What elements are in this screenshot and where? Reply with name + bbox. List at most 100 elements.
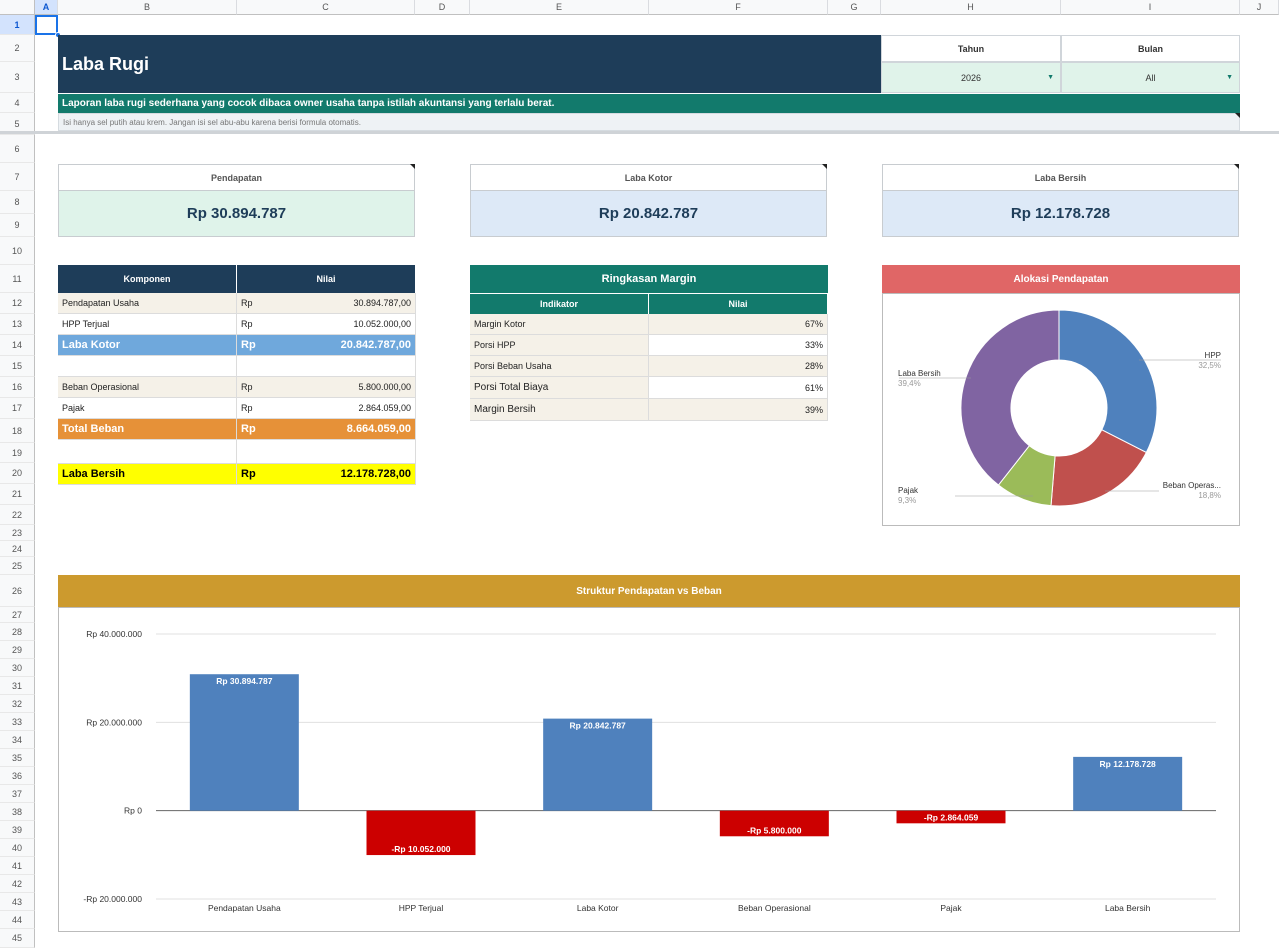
component-name[interactable]: HPP Terjual	[58, 314, 237, 335]
row-header[interactable]: 42	[0, 875, 35, 893]
row-header[interactable]: 27	[0, 607, 35, 623]
row-header[interactable]: 21	[0, 484, 35, 505]
row-header[interactable]: 36	[0, 767, 35, 785]
row-header[interactable]: 19	[0, 443, 35, 463]
kpi-pendapatan-value[interactable]: Rp 30.894.787	[58, 191, 415, 237]
freeze-divider[interactable]	[0, 131, 1279, 134]
bar-chart-panel[interactable]: Rp 40.000.000 Rp 20.000.000 Rp 0 -Rp 20.000…	[58, 607, 1240, 932]
comment-marker-icon[interactable]	[1234, 164, 1239, 169]
column-header[interactable]: B	[58, 0, 237, 15]
row-header[interactable]: 3	[0, 62, 35, 93]
row-header[interactable]: 40	[0, 839, 35, 857]
row-header[interactable]: 17	[0, 398, 35, 419]
component-name[interactable]: Laba Bersih	[58, 464, 237, 485]
margin-value[interactable]: 28%	[649, 356, 828, 377]
margin-value[interactable]: 67%	[649, 314, 828, 335]
component-value-cell[interactable]	[237, 356, 416, 377]
kpi-laba-bersih-value[interactable]: Rp 12.178.728	[882, 191, 1239, 237]
component-name[interactable]	[58, 356, 237, 377]
kpi-laba-kotor-value[interactable]: Rp 20.842.787	[470, 191, 827, 237]
bar-chart[interactable]: Rp 40.000.000 Rp 20.000.000 Rp 0 -Rp 20.000…	[59, 608, 1239, 931]
column-header[interactable]: F	[649, 0, 828, 15]
row-header[interactable]: 38	[0, 803, 35, 821]
row-header[interactable]: 35	[0, 749, 35, 767]
donut-chart[interactable]: HPP 32,5% Beban Operas... 18,8% Pajak 9,…	[883, 294, 1239, 525]
comment-marker-icon[interactable]	[822, 164, 827, 169]
row-header[interactable]: 9	[0, 214, 35, 237]
column-header[interactable]: C	[237, 0, 415, 15]
row-header[interactable]: 13	[0, 314, 35, 335]
pie-slice-0[interactable]	[1058, 309, 1158, 454]
column-header[interactable]: D	[415, 0, 470, 15]
component-value-cell[interactable]	[237, 440, 416, 464]
component-value-cell[interactable]: Rp 5.800.000,00	[237, 377, 416, 398]
row-header[interactable]: 32	[0, 695, 35, 713]
component-value-cell[interactable]: Rp 30.894.787,00	[237, 293, 416, 314]
row-header[interactable]: 5	[0, 113, 35, 135]
row-header[interactable]: 23	[0, 525, 35, 541]
bar[interactable]	[543, 718, 653, 811]
row-header[interactable]: 43	[0, 893, 35, 911]
row-header[interactable]: 15	[0, 356, 35, 377]
component-value-cell[interactable]: Rp 12.178.728,00	[237, 464, 416, 485]
row-header[interactable]: 34	[0, 731, 35, 749]
row-header[interactable]: 7	[0, 163, 35, 191]
margin-indicator[interactable]: Margin Kotor	[470, 314, 649, 335]
component-value-cell[interactable]: Rp 10.052.000,00	[237, 314, 416, 335]
margin-value[interactable]: 39%	[649, 399, 828, 421]
margin-value[interactable]: 33%	[649, 335, 828, 356]
row-header[interactable]: 44	[0, 911, 35, 929]
row-header[interactable]: 28	[0, 623, 35, 641]
row-header[interactable]: 6	[0, 135, 35, 163]
row-header[interactable]: 30	[0, 659, 35, 677]
margin-value[interactable]: 61%	[649, 377, 828, 399]
column-header[interactable]: H	[881, 0, 1061, 15]
row-header[interactable]: 41	[0, 857, 35, 875]
row-header[interactable]: 14	[0, 335, 35, 356]
row-header[interactable]: 16	[0, 377, 35, 398]
row-header[interactable]: 2	[0, 35, 35, 62]
component-name[interactable]: Total Beban	[58, 419, 237, 440]
row-header[interactable]: 31	[0, 677, 35, 695]
row-header[interactable]: 18	[0, 419, 35, 443]
column-header[interactable]: I	[1061, 0, 1240, 15]
pie-slice-3[interactable]	[960, 309, 1060, 486]
component-value-cell[interactable]: Rp 2.864.059,00	[237, 398, 416, 419]
row-header[interactable]: 10	[0, 237, 35, 265]
bar[interactable]	[366, 810, 476, 856]
margin-indicator[interactable]: Porsi Beban Usaha	[470, 356, 649, 377]
row-header[interactable]: 37	[0, 785, 35, 803]
row-header[interactable]: 45	[0, 929, 35, 948]
bar[interactable]	[719, 810, 829, 837]
chevron-down-icon[interactable]: ▼	[1047, 74, 1054, 81]
chevron-down-icon[interactable]: ▼	[1226, 74, 1233, 81]
component-name[interactable]	[58, 440, 237, 464]
bar[interactable]	[1073, 756, 1183, 811]
column-header[interactable]: J	[1240, 0, 1279, 15]
column-header[interactable]: E	[470, 0, 649, 15]
row-header[interactable]: 11	[0, 265, 35, 293]
margin-indicator[interactable]: Porsi Total Biaya	[470, 377, 649, 399]
month-dropdown[interactable]: All ▼	[1061, 62, 1240, 93]
select-all-corner[interactable]	[0, 0, 35, 15]
component-name[interactable]: Beban Operasional	[58, 377, 237, 398]
comment-marker-icon[interactable]	[410, 164, 415, 169]
row-header[interactable]: 26	[0, 575, 35, 607]
pie-slice-1[interactable]	[1050, 429, 1147, 507]
row-header[interactable]: 24	[0, 541, 35, 557]
row-header[interactable]: 20	[0, 463, 35, 484]
comment-marker-icon[interactable]	[1235, 113, 1240, 118]
row-header[interactable]: 22	[0, 505, 35, 525]
row-header[interactable]: 8	[0, 191, 35, 214]
component-value-cell[interactable]: Rp 20.842.787,00	[237, 335, 416, 356]
year-dropdown[interactable]: 2026 ▼	[881, 62, 1061, 93]
row-header[interactable]: 4	[0, 93, 35, 113]
margin-indicator[interactable]: Porsi HPP	[470, 335, 649, 356]
row-header[interactable]: 29	[0, 641, 35, 659]
component-name[interactable]: Pajak	[58, 398, 237, 419]
row-header[interactable]: 33	[0, 713, 35, 731]
bar[interactable]	[896, 810, 1006, 824]
bar[interactable]	[189, 674, 299, 811]
column-header[interactable]: A	[35, 0, 58, 15]
margin-indicator[interactable]: Margin Bersih	[470, 399, 649, 421]
